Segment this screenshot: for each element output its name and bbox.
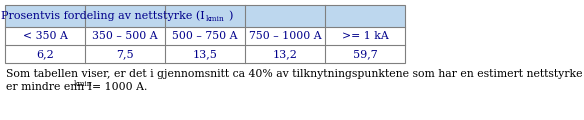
Bar — [5, 27, 405, 45]
Bar — [5, 5, 405, 63]
Text: >= 1 kA: >= 1 kA — [342, 31, 388, 41]
Text: 7,5: 7,5 — [116, 49, 134, 59]
Text: Som tabellen viser, er det i gjennomsnitt ca 40% av tilknytningspunktene som har: Som tabellen viser, er det i gjennomsnit… — [6, 69, 584, 79]
Text: kmin: kmin — [74, 79, 92, 87]
Text: kmin: kmin — [206, 15, 225, 23]
Text: 13,5: 13,5 — [193, 49, 217, 59]
Text: 59,7: 59,7 — [353, 49, 377, 59]
Text: 13,2: 13,2 — [273, 49, 297, 59]
Bar — [5, 45, 405, 63]
Bar — [5, 5, 405, 27]
Text: < 350 A: < 350 A — [23, 31, 67, 41]
Text: 500 – 750 A: 500 – 750 A — [172, 31, 238, 41]
Text: ): ) — [228, 11, 232, 21]
Text: = 1000 A.: = 1000 A. — [92, 82, 147, 92]
Text: 6,2: 6,2 — [36, 49, 54, 59]
Text: 350 – 500 A: 350 – 500 A — [92, 31, 158, 41]
Text: Prosentvis fordeling av nettstyrke (I: Prosentvis fordeling av nettstyrke (I — [1, 11, 205, 21]
Text: er mindre enn I: er mindre enn I — [6, 82, 92, 92]
Text: 750 – 1000 A: 750 – 1000 A — [249, 31, 321, 41]
